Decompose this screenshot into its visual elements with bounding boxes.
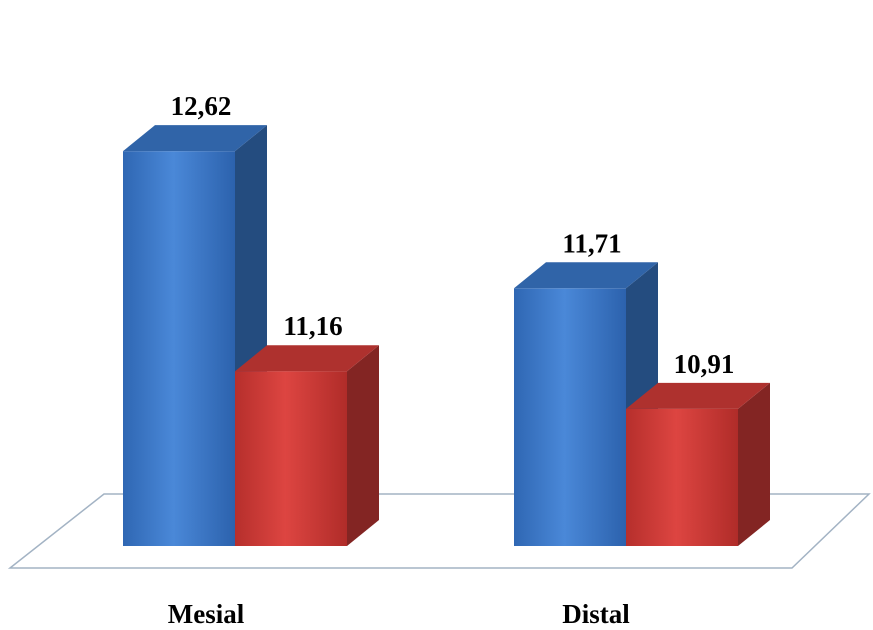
bar-top <box>123 125 267 152</box>
bar-top <box>235 345 379 372</box>
data-label: 11,71 <box>562 228 621 258</box>
bar-distal-2 <box>626 382 770 546</box>
bar-top <box>514 262 658 289</box>
bar-mesial-2 <box>235 345 379 546</box>
bar-front <box>235 371 347 546</box>
category-label: Distal <box>562 599 630 629</box>
bar-front <box>626 408 738 546</box>
data-label: 11,16 <box>283 311 342 341</box>
data-label: 10,91 <box>674 349 735 379</box>
value-labels-layer: 12,62 11,16 11,71 10,91 <box>171 91 735 379</box>
data-label: 12,62 <box>171 91 232 121</box>
bar-front <box>514 288 626 546</box>
category-labels-layer: Mesial Distal <box>168 599 630 629</box>
bar-front <box>123 151 235 546</box>
bar-side <box>347 345 379 546</box>
bar-distal-1 <box>514 262 658 546</box>
category-label: Mesial <box>168 599 245 629</box>
bars-layer <box>123 125 770 546</box>
bar-top <box>626 382 770 409</box>
bar-side <box>738 382 770 546</box>
